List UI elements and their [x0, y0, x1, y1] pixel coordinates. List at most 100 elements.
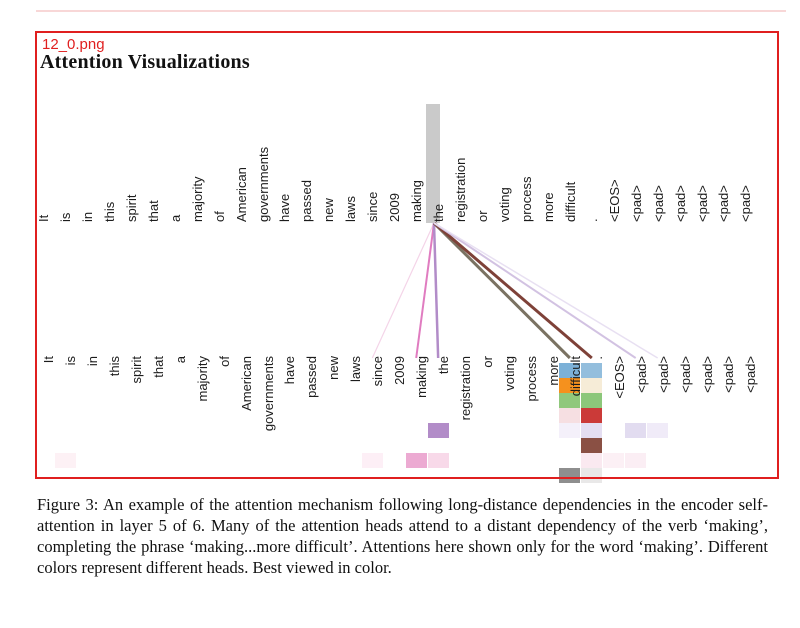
token-label-top: since [365, 191, 381, 222]
token-label-top: <pad> [738, 185, 754, 222]
token-label-bottom: <pad> [721, 356, 737, 393]
token-label-top: <pad> [672, 185, 688, 222]
token-label-top: majority [189, 176, 205, 222]
attention-cell [581, 423, 603, 438]
attention-cell [405, 453, 427, 468]
token-label-top: It [36, 214, 51, 222]
token-label-bottom: <pad> [743, 356, 759, 393]
token-label-top: laws [343, 195, 359, 222]
token-label-top: process [518, 176, 534, 222]
attention-cell [361, 453, 383, 468]
token-label-top: . [584, 218, 600, 222]
figure-filename: 12_0.png [42, 36, 105, 53]
page-edge-artifact [36, 10, 786, 12]
token-label-top: <pad> [628, 185, 644, 222]
attention-line [415, 222, 435, 359]
token-label-bottom: passed [304, 356, 320, 398]
attention-line [433, 222, 637, 359]
token-label-top: in [79, 211, 95, 222]
token-label-top: <pad> [650, 185, 666, 222]
token-label-top: 2009 [387, 193, 403, 222]
figure-caption: Figure 3: An example of the attention me… [37, 495, 768, 577]
attention-cell [427, 453, 449, 468]
token-label-top: this [101, 201, 117, 222]
token-label-bottom: the [436, 356, 452, 375]
token-label-top: <EOS> [606, 179, 622, 222]
token-label-bottom: laws [348, 356, 364, 383]
token-label-bottom: more [545, 356, 561, 386]
attention-line [432, 221, 571, 360]
highlighted-token-background [426, 104, 441, 223]
figure-title: Attention Visualizations [40, 51, 250, 73]
token-label-bottom: <pad> [699, 356, 715, 393]
attention-line [432, 222, 440, 359]
attention-cell [581, 438, 603, 453]
token-label-top: <pad> [716, 185, 732, 222]
attention-cell [581, 468, 603, 483]
attention-cell [54, 453, 76, 468]
token-label-bottom: It [41, 356, 56, 364]
token-label-bottom: new [326, 356, 342, 380]
token-label-top: more [540, 192, 556, 222]
attention-cell [559, 393, 581, 408]
attention-cell [559, 468, 581, 483]
token-label-bottom: is [62, 356, 78, 366]
token-label-top: the [431, 203, 447, 222]
attention-line [433, 221, 593, 360]
token-label-bottom: that [150, 356, 166, 378]
attention-cell [581, 453, 603, 468]
token-label-top: voting [496, 187, 512, 222]
token-label-top: new [321, 198, 337, 222]
token-label-bottom: this [106, 356, 122, 377]
token-label-bottom: majority [194, 356, 210, 402]
token-label-bottom: American [238, 356, 254, 411]
token-label-top: a [167, 214, 183, 222]
token-label-top: or [475, 210, 490, 222]
token-label-top: governments [255, 146, 271, 222]
token-label-top: is [57, 212, 73, 222]
token-label-bottom: voting [501, 356, 517, 391]
token-label-bottom: or [480, 356, 495, 368]
token-label-bottom: since [370, 356, 386, 387]
token-label-bottom: . [589, 356, 605, 360]
token-label-bottom: governments [260, 356, 276, 432]
attention-cell [625, 423, 647, 438]
token-label-top: of [211, 211, 227, 222]
attention-cell [559, 378, 581, 393]
token-label-bottom: making [414, 356, 430, 398]
attention-line [433, 222, 659, 359]
attention-cell [427, 423, 449, 438]
token-label-bottom: a [172, 356, 188, 364]
token-label-top: <pad> [694, 185, 710, 222]
token-label-top: registration [453, 157, 469, 222]
token-label-top: have [277, 193, 293, 222]
token-label-top: difficult [562, 181, 578, 222]
attention-cell [647, 423, 669, 438]
attention-cell [559, 408, 581, 423]
token-label-bottom: 2009 [392, 356, 408, 385]
token-label-top: passed [299, 180, 315, 222]
token-label-top: making [409, 180, 425, 222]
token-label-bottom: <pad> [677, 356, 693, 393]
attention-line [371, 222, 435, 359]
attention-cell [581, 408, 603, 423]
attention-cell [559, 423, 581, 438]
attention-cell [581, 393, 603, 408]
attention-cell [581, 378, 603, 393]
token-label-bottom: <pad> [633, 356, 649, 393]
token-label-top: that [145, 200, 161, 222]
token-label-bottom: have [282, 356, 298, 385]
token-label-bottom: of [216, 356, 232, 367]
token-label-bottom: registration [458, 356, 474, 421]
token-label-top: spirit [123, 194, 139, 222]
attention-cell [581, 363, 603, 378]
token-label-bottom: spirit [128, 356, 144, 384]
attention-cell [625, 453, 647, 468]
attention-cell [603, 453, 625, 468]
token-label-top: American [233, 167, 249, 222]
attention-cell [559, 363, 581, 378]
token-label-bottom: in [84, 356, 100, 367]
token-label-bottom: <pad> [655, 356, 671, 393]
token-label-bottom: <EOS> [611, 356, 627, 399]
